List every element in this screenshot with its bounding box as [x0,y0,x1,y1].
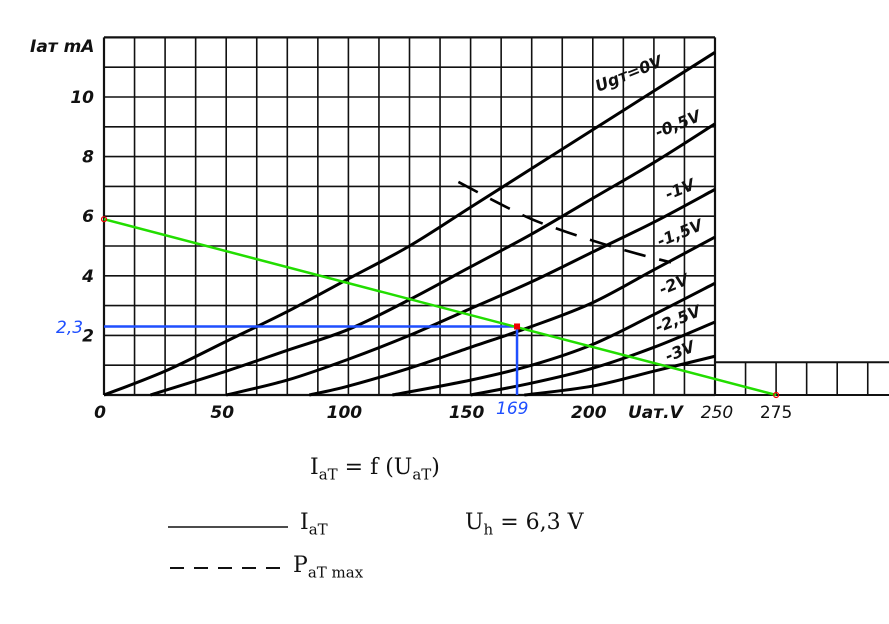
heater-label: U [465,510,484,535]
formula-lhs-sub: aT [318,465,338,484]
curve-label-2v: -2V [656,269,693,299]
legend-dashed-label: PaT max [293,553,363,581]
y-tick-label: 10 [70,88,94,108]
formula-eq: = f (U [337,455,413,480]
x-tick-label: 250 [701,403,733,423]
curve-label-1v: -1V [662,174,699,204]
ticks: 0 50 100 150 200 250 275 2 4 6 8 10 [70,88,792,423]
solid-label: I [300,510,309,535]
characteristic-curve-6 [524,354,716,397]
x-tick-label: 150 [449,403,485,423]
operating-point-marker [514,323,521,330]
formula-arg-sub: aT [412,465,432,484]
load-line [103,217,777,397]
characteristic-curve-0 [103,51,716,397]
grid [102,36,889,397]
pmax-curve [457,180,672,264]
characteristic-curve-5 [470,320,716,397]
heater-sub: h [483,520,494,539]
load-line-end-marker [772,391,780,399]
dashed-label: P [293,553,308,578]
characteristic-curve-3 [308,235,716,397]
x-tick-label: 275 [760,403,792,423]
characteristic-curve-1 [149,122,716,397]
formula-close: ) [431,455,440,480]
dashed-sub: aT max [307,563,364,582]
y-tick-label: 8 [82,148,94,168]
formula-lhs: I [310,455,319,480]
legend-solid-label: IaT [300,510,328,538]
x-tick-label: 100 [327,403,363,423]
y-tick-label: 6 [82,207,94,227]
load-line-start-marker [100,216,108,223]
curves [103,51,716,397]
legend-formula: IaT = f (UaT) [310,455,440,483]
heater-value: = 6,3 V [493,510,584,535]
y-tick-label: 4 [81,267,94,287]
operating-current-label: 2,3 [56,318,83,338]
x-axis-label: Uaт.V [628,403,685,423]
y-axis-label: Iaт mA [30,37,94,57]
overlay [100,216,780,399]
y-tick-label: 2 [82,326,94,346]
operating-voltage-label: 169 [496,399,528,419]
solid-sub: aT [308,520,328,539]
legend-heater-voltage: Uh = 6,3 V [465,510,584,538]
x-tick-label: 0 [94,403,106,423]
characteristic-curve-2 [225,188,716,397]
x-tick-label: 200 [571,403,607,423]
x-tick-label: 50 [210,403,234,423]
characteristic-curve-4 [392,281,716,397]
